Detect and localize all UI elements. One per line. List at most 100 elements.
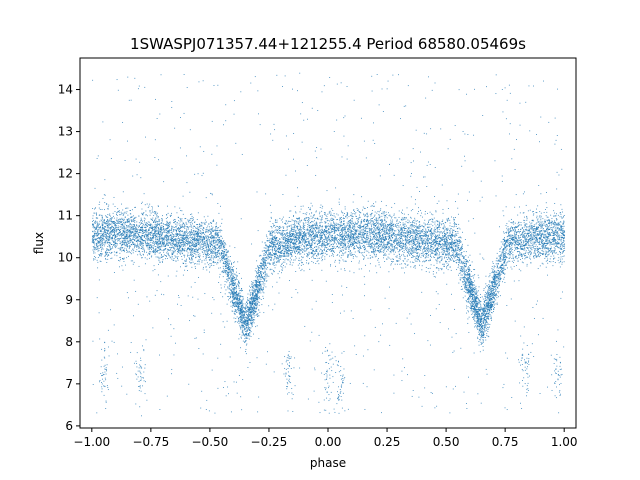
data-point (142, 214, 144, 216)
data-point (437, 250, 438, 252)
data-point (308, 218, 309, 220)
data-point (371, 231, 373, 233)
data-point (549, 249, 551, 251)
data-point (473, 289, 475, 291)
data-point (517, 226, 519, 228)
data-point (363, 246, 365, 248)
data-point (312, 254, 314, 256)
data-point (255, 291, 256, 293)
data-point (496, 274, 498, 276)
data-point (263, 273, 264, 275)
data-point (526, 256, 528, 258)
data-point (529, 236, 531, 238)
data-point (380, 224, 382, 226)
data-point (454, 242, 456, 244)
data-point (482, 346, 484, 347)
data-point (501, 267, 503, 269)
data-point (155, 226, 157, 228)
data-point (324, 246, 326, 248)
data-point (340, 257, 342, 259)
data-point (307, 231, 309, 233)
data-point (281, 229, 283, 231)
data-point (251, 312, 253, 314)
data-point (511, 238, 513, 240)
data-point (132, 248, 134, 250)
data-point (439, 256, 441, 258)
data-point (507, 245, 508, 247)
data-point (360, 247, 362, 249)
data-point (156, 241, 158, 243)
data-point (277, 256, 279, 258)
data-point (484, 316, 486, 318)
data-point (494, 285, 496, 287)
data-point (177, 233, 179, 235)
data-point (348, 226, 350, 228)
data-point (307, 241, 309, 242)
data-point (312, 221, 314, 223)
data-point (375, 232, 377, 234)
data-point (315, 240, 317, 242)
data-point (332, 221, 334, 223)
data-point (110, 227, 112, 229)
data-point (555, 242, 557, 244)
data-point (141, 246, 143, 248)
data-point (92, 236, 93, 238)
data-point (401, 247, 403, 249)
data-point (398, 226, 400, 228)
data-point (131, 226, 133, 228)
data-point (405, 243, 406, 245)
data-point (191, 249, 192, 251)
data-point (216, 263, 218, 265)
data-point (350, 219, 352, 221)
data-point (390, 221, 392, 223)
data-point (495, 276, 497, 278)
data-point (517, 241, 519, 243)
data-point (311, 227, 313, 228)
data-point (460, 289, 462, 290)
data-point (213, 237, 215, 239)
data-point (526, 247, 528, 249)
data-point (180, 224, 182, 226)
data-point (246, 302, 247, 303)
data-point (166, 242, 168, 244)
data-point (269, 264, 271, 265)
data-point (430, 236, 432, 238)
data-point (121, 234, 123, 236)
data-point (128, 237, 130, 239)
data-point (195, 256, 197, 258)
data-point (544, 236, 546, 238)
data-point (396, 221, 398, 223)
data-point (563, 240, 565, 242)
data-point (385, 246, 387, 248)
data-point (287, 246, 288, 248)
data-point (546, 223, 548, 225)
data-point (242, 340, 244, 342)
data-point (262, 288, 264, 290)
data-point (564, 231, 566, 233)
data-point (542, 228, 544, 229)
data-point (348, 246, 350, 248)
data-point (428, 222, 429, 223)
data-point (327, 213, 329, 215)
data-point (262, 289, 264, 291)
data-point (398, 241, 399, 243)
data-point (530, 242, 532, 244)
data-point (166, 229, 168, 231)
data-point (396, 256, 398, 258)
data-point (430, 237, 432, 238)
data-point (358, 262, 360, 264)
data-point (255, 301, 257, 303)
data-point (141, 236, 143, 238)
data-point (222, 243, 224, 245)
data-point (520, 248, 522, 250)
data-point (560, 229, 562, 230)
data-point (237, 284, 239, 286)
data-point (391, 226, 392, 228)
data-point (283, 227, 285, 229)
data-point (352, 254, 354, 255)
data-point (520, 270, 522, 272)
data-point (211, 245, 213, 247)
data-point (450, 245, 452, 247)
data-point (511, 243, 513, 245)
data-point (305, 218, 307, 219)
